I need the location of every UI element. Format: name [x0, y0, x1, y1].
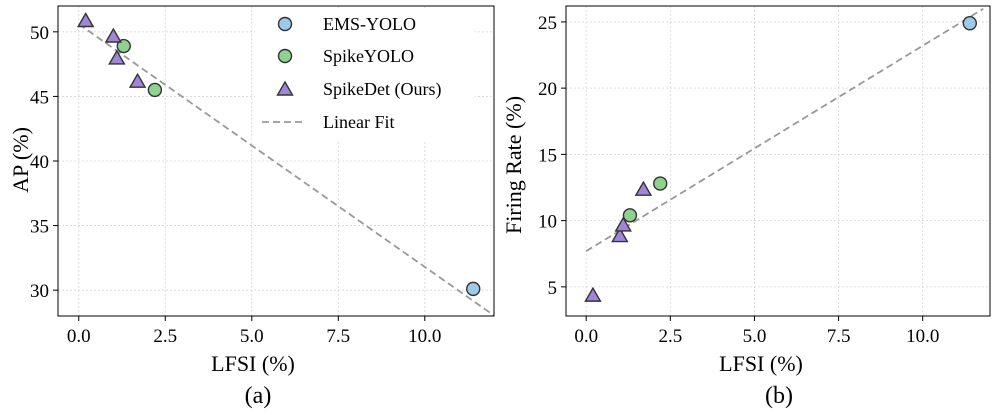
- legend-marker-spikedet: [276, 80, 294, 96]
- legend-label-spikeyolo: SpikeYOLO: [323, 46, 414, 66]
- point-spikedet: [108, 49, 126, 65]
- point-spikedet: [634, 180, 653, 196]
- y-tick-label: 35: [30, 217, 49, 238]
- point-ems: [962, 16, 978, 31]
- legend-marker-ems-yolo: [277, 16, 293, 32]
- y-tick-label: 40: [30, 152, 49, 173]
- x-tick-label: 2.5: [658, 326, 682, 347]
- points-b: [584, 16, 978, 302]
- legend-marker-spikeyolo: [277, 48, 293, 64]
- caption-b: (b): [765, 383, 793, 409]
- x-tick-label: 2.5: [153, 326, 177, 347]
- plot-frame-a: [57, 5, 495, 317]
- y-tick-label: 10: [538, 212, 557, 233]
- y-tick-label: 25: [538, 13, 557, 34]
- point-spikeyolo: [116, 38, 131, 54]
- legend-item-linear-fit: Linear Fit: [262, 112, 394, 132]
- y-tick-label: 45: [30, 87, 49, 108]
- point-spikeyolo: [653, 176, 668, 191]
- point-spikedet: [584, 286, 602, 302]
- x-tick-label: 0.0: [574, 326, 598, 347]
- x-tick-label: 7.5: [326, 326, 350, 347]
- point-spikedet: [104, 27, 123, 43]
- point-spikedet: [128, 72, 147, 88]
- y-axis-label-a: AP (%): [8, 127, 33, 193]
- legend-box: [255, 8, 475, 140]
- grid-b: [566, 6, 990, 316]
- legend-item-ems-yolo: EMS-YOLO: [277, 14, 416, 34]
- legend: EMS-YOLO SpikeYOLO SpikeDet (Ours) Linea…: [255, 8, 475, 140]
- points-a: [76, 12, 481, 297]
- point-spikedet: [76, 12, 95, 28]
- fit-b: [585, 8, 984, 252]
- y-tick-label: 20: [538, 79, 557, 100]
- plot-frame-b: [565, 5, 991, 317]
- x-axis-label-b: LFSI (%): [719, 351, 803, 376]
- x-tick-label: 10.0: [906, 326, 939, 347]
- x-tick-label: 5.0: [743, 326, 767, 347]
- legend-label-linear-fit: Linear Fit: [323, 112, 394, 132]
- legend-label-ems-yolo: EMS-YOLO: [323, 14, 416, 34]
- y-tick-label: 50: [30, 23, 49, 44]
- y-ticks-b: 5 10 15 20 25: [538, 13, 566, 299]
- caption-a: (a): [245, 383, 272, 409]
- y-tick-label: 15: [538, 145, 557, 166]
- x-axis-label-a: LFSI (%): [211, 351, 295, 376]
- y-ticks-a: 30 35 40 45 50: [30, 23, 58, 302]
- panel-a: 0.0 2.5 5.0 7.5 10.0 30 35 40 45 50 LFSI (%) AP …: [8, 5, 495, 409]
- point-spikeyolo: [147, 82, 163, 98]
- x-tick-label: 5.0: [240, 326, 264, 347]
- linear-fit-line: [585, 8, 984, 252]
- legend-item-spikeyolo: SpikeYOLO: [277, 46, 414, 66]
- x-ticks-a: 0.0 2.5 5.0 7.5 10.0: [67, 316, 441, 347]
- fit-a: [78, 23, 495, 317]
- x-tick-label: 0.0: [67, 326, 91, 347]
- y-axis-label-b: Firing Rate (%): [501, 96, 526, 234]
- x-tick-label: 7.5: [827, 326, 851, 347]
- legend-item-spikedet: SpikeDet (Ours): [276, 79, 441, 100]
- x-ticks-b: 0.0 2.5 5.0 7.5 10.0: [574, 316, 939, 347]
- y-tick-label: 5: [548, 278, 558, 299]
- point-spikedet: [614, 216, 632, 232]
- linear-fit-line: [78, 23, 495, 317]
- panel-b: 0.0 2.5 5.0 7.5 10.0 5 10 15 20 25 LFSI (%) Firi…: [501, 5, 991, 409]
- x-tick-label: 10.0: [408, 326, 441, 347]
- legend-label-spikedet: SpikeDet (Ours): [323, 79, 441, 100]
- y-tick-label: 30: [30, 281, 49, 302]
- point-ems: [466, 281, 481, 297]
- point-spikeyolo: [622, 208, 638, 223]
- point-spikedet: [611, 227, 629, 243]
